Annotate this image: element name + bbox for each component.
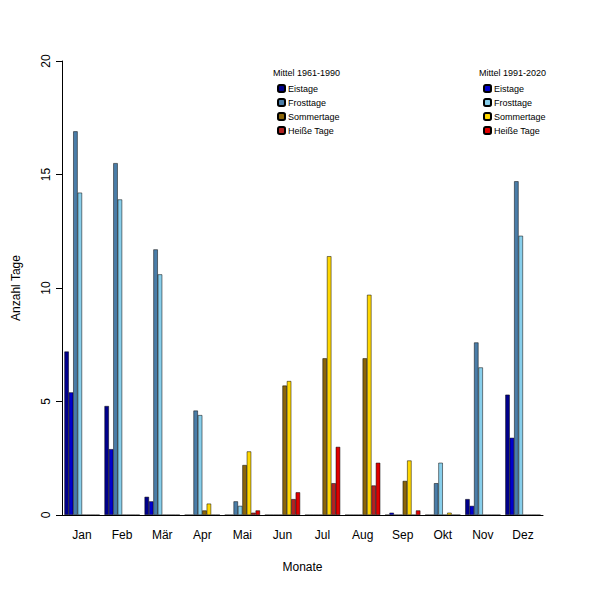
svg-text:Sommertage: Sommertage	[288, 112, 340, 122]
svg-text:5: 5	[39, 398, 53, 405]
svg-text:Aug: Aug	[352, 528, 373, 542]
svg-text:Frosttage: Frosttage	[494, 98, 532, 108]
svg-text:Mittel 1991-2020: Mittel 1991-2020	[479, 68, 546, 78]
svg-text:Mai: Mai	[233, 528, 252, 542]
svg-text:10: 10	[39, 281, 53, 295]
svg-text:Heiße Tage: Heiße Tage	[494, 126, 540, 136]
svg-text:Frosttage: Frosttage	[288, 98, 326, 108]
svg-text:Monate: Monate	[282, 560, 322, 574]
svg-text:Eistage: Eistage	[288, 84, 318, 94]
svg-text:Jul: Jul	[315, 528, 330, 542]
svg-text:0: 0	[39, 511, 53, 518]
svg-text:20: 20	[39, 54, 53, 68]
svg-text:Jan: Jan	[72, 528, 91, 542]
svg-text:15: 15	[39, 168, 53, 182]
svg-text:Sommertage: Sommertage	[494, 112, 546, 122]
svg-text:Nov: Nov	[472, 528, 493, 542]
svg-text:Okt: Okt	[433, 528, 452, 542]
svg-text:Heiße Tage: Heiße Tage	[288, 126, 334, 136]
svg-text:Eistage: Eistage	[494, 84, 524, 94]
svg-text:Apr: Apr	[193, 528, 212, 542]
svg-text:Jun: Jun	[273, 528, 292, 542]
svg-text:Mär: Mär	[152, 528, 173, 542]
svg-text:Mittel 1961-1990: Mittel 1961-1990	[273, 68, 340, 78]
svg-text:Dez: Dez	[512, 528, 533, 542]
svg-text:Sep: Sep	[392, 528, 414, 542]
svg-text:Anzahl Tage: Anzahl Tage	[9, 255, 23, 321]
svg-text:Feb: Feb	[112, 528, 133, 542]
